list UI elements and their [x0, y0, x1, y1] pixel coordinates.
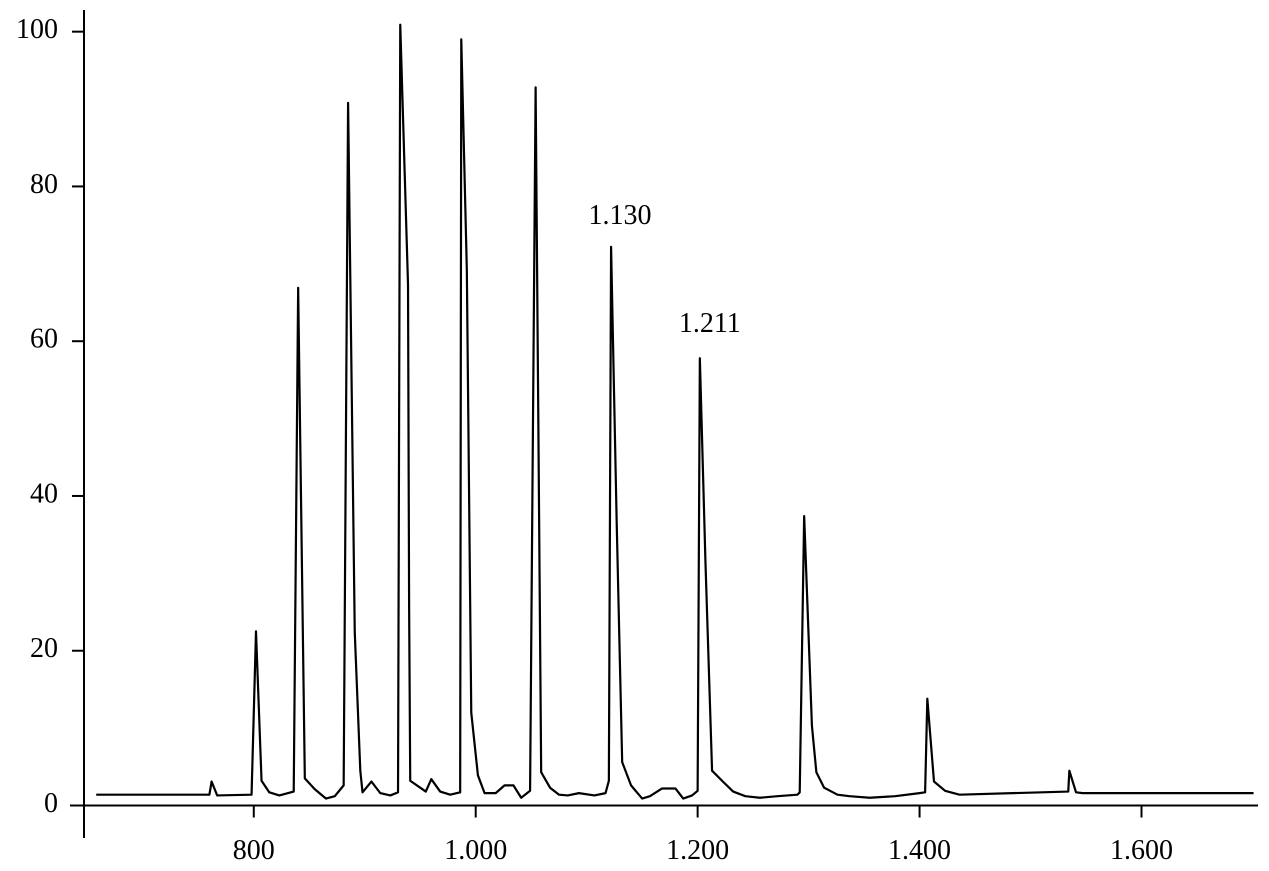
y-tick-label: 0 — [44, 788, 58, 819]
y-tick-label: 40 — [30, 478, 58, 509]
x-tick-label: 1.400 — [888, 835, 951, 866]
y-tick-label: 60 — [30, 324, 58, 355]
peak-annotation: 1.130 — [588, 200, 651, 231]
x-tick-label: 1.000 — [444, 835, 507, 866]
y-tick-label: 100 — [16, 14, 58, 45]
y-tick-label: 80 — [30, 169, 58, 200]
y-tick-label: 20 — [30, 633, 58, 664]
peak-annotation: 1.211 — [679, 308, 741, 339]
x-tick-label: 1.600 — [1110, 835, 1173, 866]
spectrum-line — [96, 23, 1254, 800]
x-tick-label: 1.200 — [666, 835, 729, 866]
x-tick-label: 800 — [233, 835, 275, 866]
